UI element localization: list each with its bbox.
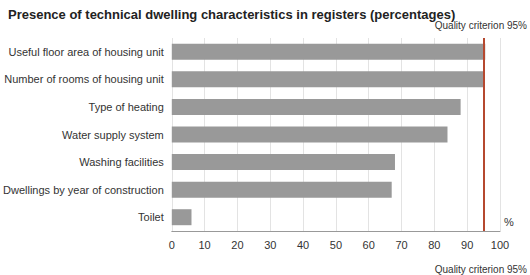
svg-text:60: 60 bbox=[363, 239, 375, 251]
svg-text:Presence of technical dwelling: Presence of technical dwelling character… bbox=[8, 7, 455, 22]
svg-text:100: 100 bbox=[491, 239, 509, 251]
svg-text:Washing facilities: Washing facilities bbox=[79, 156, 164, 168]
svg-text:30: 30 bbox=[264, 239, 276, 251]
svg-text:20: 20 bbox=[231, 239, 243, 251]
svg-text:Useful floor area of housing u: Useful floor area of housing unit bbox=[8, 46, 163, 58]
svg-text:Toilet: Toilet bbox=[138, 211, 164, 223]
svg-text:Number of rooms of housing uni: Number of rooms of housing unit bbox=[4, 73, 164, 85]
svg-text:40: 40 bbox=[297, 239, 309, 251]
svg-text:90: 90 bbox=[461, 239, 473, 251]
svg-text:10: 10 bbox=[198, 239, 210, 251]
svg-text:Water supply system: Water supply system bbox=[62, 129, 164, 141]
svg-text:Quality criterion 95%: Quality criterion 95% bbox=[434, 19, 527, 31]
svg-text:0: 0 bbox=[169, 239, 175, 251]
svg-text:%: % bbox=[504, 216, 514, 228]
svg-text:80: 80 bbox=[428, 239, 440, 251]
svg-text:70: 70 bbox=[395, 239, 407, 251]
svg-text:50: 50 bbox=[330, 239, 342, 251]
svg-text:Dwellings by year of construct: Dwellings by year of construction bbox=[3, 184, 164, 196]
svg-text:Quality criterion 95%: Quality criterion 95% bbox=[435, 264, 527, 275]
svg-text:Type of heating: Type of heating bbox=[89, 101, 164, 113]
